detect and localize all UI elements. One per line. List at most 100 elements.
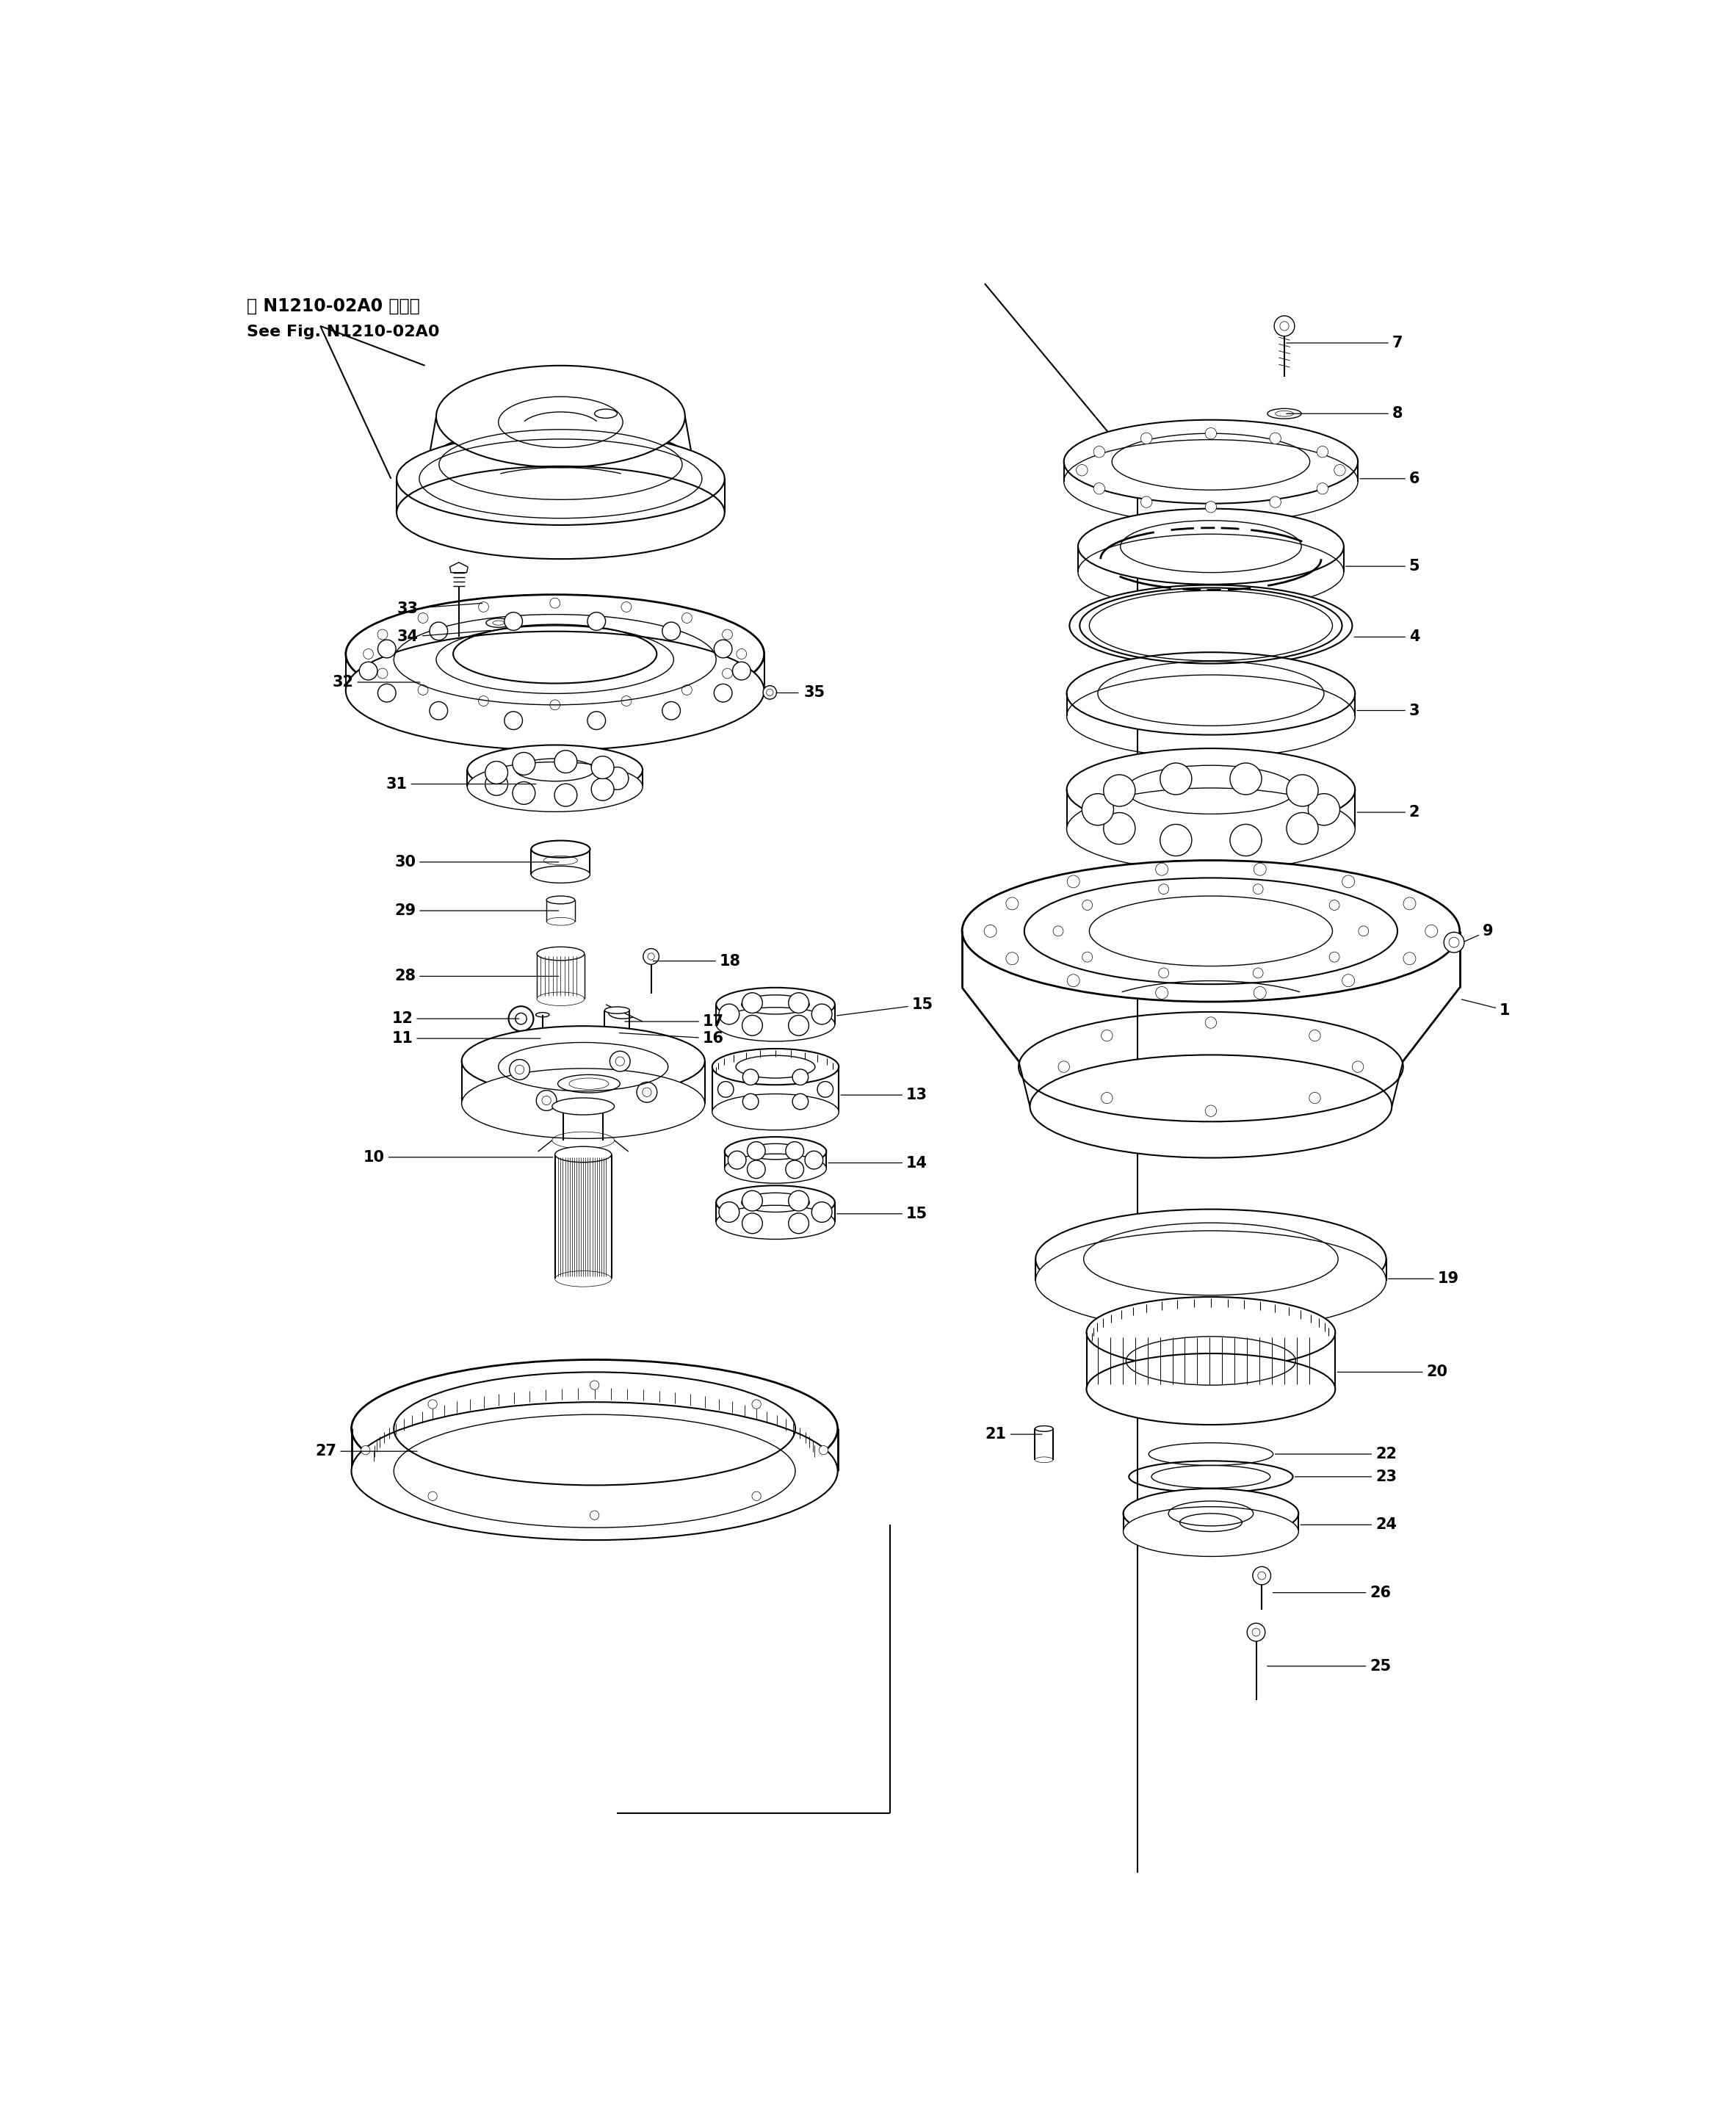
Ellipse shape (536, 947, 585, 959)
Circle shape (792, 1094, 809, 1109)
Circle shape (1309, 1031, 1321, 1041)
Ellipse shape (1066, 749, 1356, 831)
Circle shape (812, 1004, 832, 1025)
Text: 7: 7 (1286, 337, 1403, 349)
Text: 35: 35 (804, 686, 825, 701)
Circle shape (505, 711, 523, 730)
Text: 5: 5 (1345, 560, 1420, 574)
Circle shape (788, 1214, 809, 1233)
Circle shape (788, 993, 809, 1014)
Circle shape (741, 993, 762, 1014)
Circle shape (1158, 884, 1168, 894)
Circle shape (1101, 1031, 1113, 1041)
Circle shape (727, 1151, 746, 1170)
Circle shape (1444, 932, 1463, 953)
Ellipse shape (1036, 1231, 1385, 1330)
Circle shape (752, 1399, 760, 1410)
Circle shape (1158, 968, 1168, 978)
Circle shape (1309, 793, 1340, 825)
Text: 12: 12 (392, 1012, 519, 1027)
Ellipse shape (467, 762, 642, 812)
Circle shape (512, 753, 535, 774)
Ellipse shape (351, 1401, 838, 1540)
Circle shape (1231, 764, 1262, 795)
Circle shape (536, 1090, 557, 1111)
Circle shape (719, 1004, 740, 1025)
Circle shape (1104, 774, 1135, 806)
Circle shape (484, 772, 509, 795)
Circle shape (661, 701, 681, 720)
Circle shape (609, 1052, 630, 1071)
Circle shape (1253, 968, 1264, 978)
Ellipse shape (962, 861, 1460, 1002)
Ellipse shape (345, 595, 764, 713)
Circle shape (1005, 896, 1019, 909)
Circle shape (1082, 951, 1092, 962)
Circle shape (713, 640, 733, 659)
Circle shape (819, 1445, 828, 1454)
Circle shape (746, 1159, 766, 1178)
Text: 10: 10 (363, 1151, 552, 1166)
Circle shape (512, 783, 535, 804)
Circle shape (592, 755, 615, 778)
Ellipse shape (531, 867, 590, 884)
Circle shape (1141, 433, 1153, 444)
Circle shape (429, 1492, 437, 1500)
Circle shape (1330, 951, 1340, 962)
Circle shape (743, 1069, 759, 1086)
Text: 3: 3 (1358, 703, 1420, 717)
Circle shape (1231, 825, 1262, 856)
Text: 33: 33 (398, 602, 483, 616)
Text: 30: 30 (394, 854, 559, 869)
Circle shape (587, 711, 606, 730)
Circle shape (1068, 974, 1080, 987)
Circle shape (1068, 875, 1080, 888)
Circle shape (746, 1142, 766, 1159)
Circle shape (1104, 812, 1135, 844)
Text: 32: 32 (332, 675, 420, 690)
Text: 31: 31 (385, 776, 536, 791)
Circle shape (1059, 1060, 1069, 1073)
Circle shape (1352, 1060, 1363, 1073)
Text: 23: 23 (1295, 1469, 1397, 1483)
Text: 第 N1210-02A0 図参照: 第 N1210-02A0 図参照 (247, 297, 420, 316)
Text: 14: 14 (828, 1155, 927, 1170)
Text: See Fig. N1210-02A0: See Fig. N1210-02A0 (247, 324, 439, 339)
Ellipse shape (712, 1094, 838, 1130)
Circle shape (1205, 1105, 1217, 1117)
Ellipse shape (594, 408, 618, 419)
Circle shape (719, 1201, 740, 1222)
Text: 4: 4 (1354, 629, 1420, 644)
Circle shape (1269, 497, 1281, 507)
Circle shape (1286, 774, 1318, 806)
Circle shape (786, 1142, 804, 1159)
Circle shape (509, 1060, 529, 1079)
Text: 6: 6 (1359, 471, 1420, 486)
Ellipse shape (1036, 1210, 1385, 1309)
Circle shape (806, 1151, 823, 1170)
Ellipse shape (717, 987, 835, 1023)
Circle shape (733, 663, 750, 680)
Circle shape (1082, 901, 1092, 911)
Text: 8: 8 (1286, 406, 1403, 421)
Ellipse shape (717, 1185, 835, 1220)
Ellipse shape (604, 1008, 630, 1014)
Circle shape (1141, 497, 1153, 507)
Ellipse shape (536, 993, 585, 1006)
Polygon shape (450, 562, 469, 572)
Ellipse shape (717, 1008, 835, 1041)
Ellipse shape (1078, 509, 1344, 585)
Circle shape (717, 1081, 734, 1098)
Circle shape (1205, 1016, 1217, 1029)
Ellipse shape (1087, 1296, 1335, 1368)
Ellipse shape (351, 1359, 838, 1498)
Ellipse shape (1069, 585, 1352, 667)
Circle shape (590, 1380, 599, 1389)
Circle shape (1330, 901, 1340, 911)
Ellipse shape (436, 366, 686, 467)
Circle shape (1054, 926, 1062, 936)
Circle shape (1403, 953, 1417, 966)
Ellipse shape (396, 431, 724, 526)
Text: 28: 28 (394, 970, 559, 985)
Text: 29: 29 (394, 903, 559, 917)
